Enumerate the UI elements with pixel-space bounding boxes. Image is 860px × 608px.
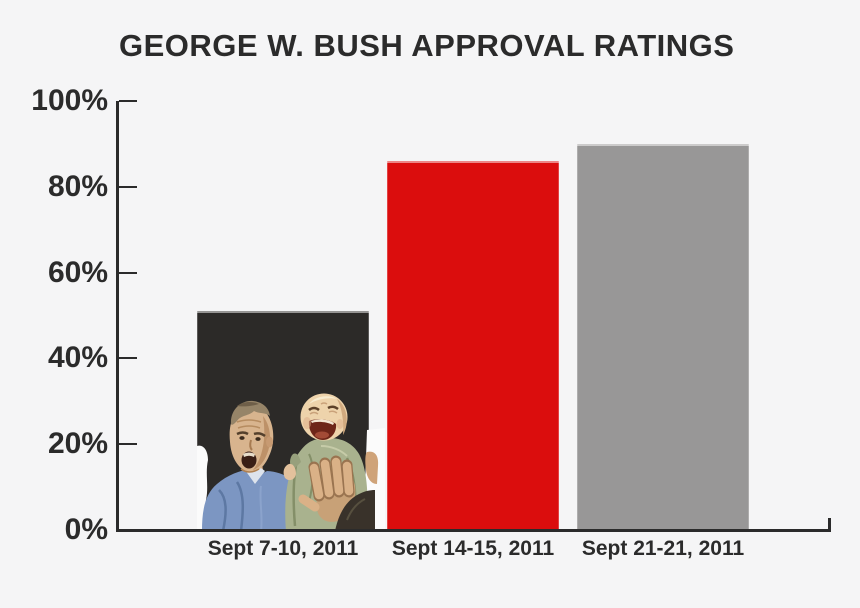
- x-axis-label: Sept 14-15, 2011: [391, 537, 555, 560]
- y-axis-tick: [119, 100, 137, 102]
- y-axis-tick: [119, 272, 137, 274]
- bar-3: [577, 144, 749, 530]
- y-axis-tick: [119, 443, 137, 445]
- bar-2: [387, 161, 559, 530]
- y-axis-label: 80%: [47, 170, 108, 203]
- y-axis-label: 0%: [64, 513, 108, 546]
- y-axis-label: 60%: [47, 256, 108, 289]
- y-axis-label: 20%: [47, 427, 108, 460]
- chart-title: GEORGE W. BUSH APPROVAL RATINGS: [119, 28, 735, 63]
- y-axis-tick: [119, 357, 137, 359]
- x-axis-line: [116, 529, 831, 532]
- y-axis-line: [116, 101, 119, 531]
- bar-1: [197, 311, 369, 530]
- y-axis-label: 40%: [47, 341, 108, 374]
- x-axis-label: Sept 7-10, 2011: [207, 537, 359, 560]
- y-axis-tick: [119, 186, 137, 188]
- x-axis-label: Sept 21-21, 2011: [581, 537, 745, 560]
- x-axis-end-tick: [828, 518, 831, 531]
- y-axis-label: 100%: [31, 84, 108, 117]
